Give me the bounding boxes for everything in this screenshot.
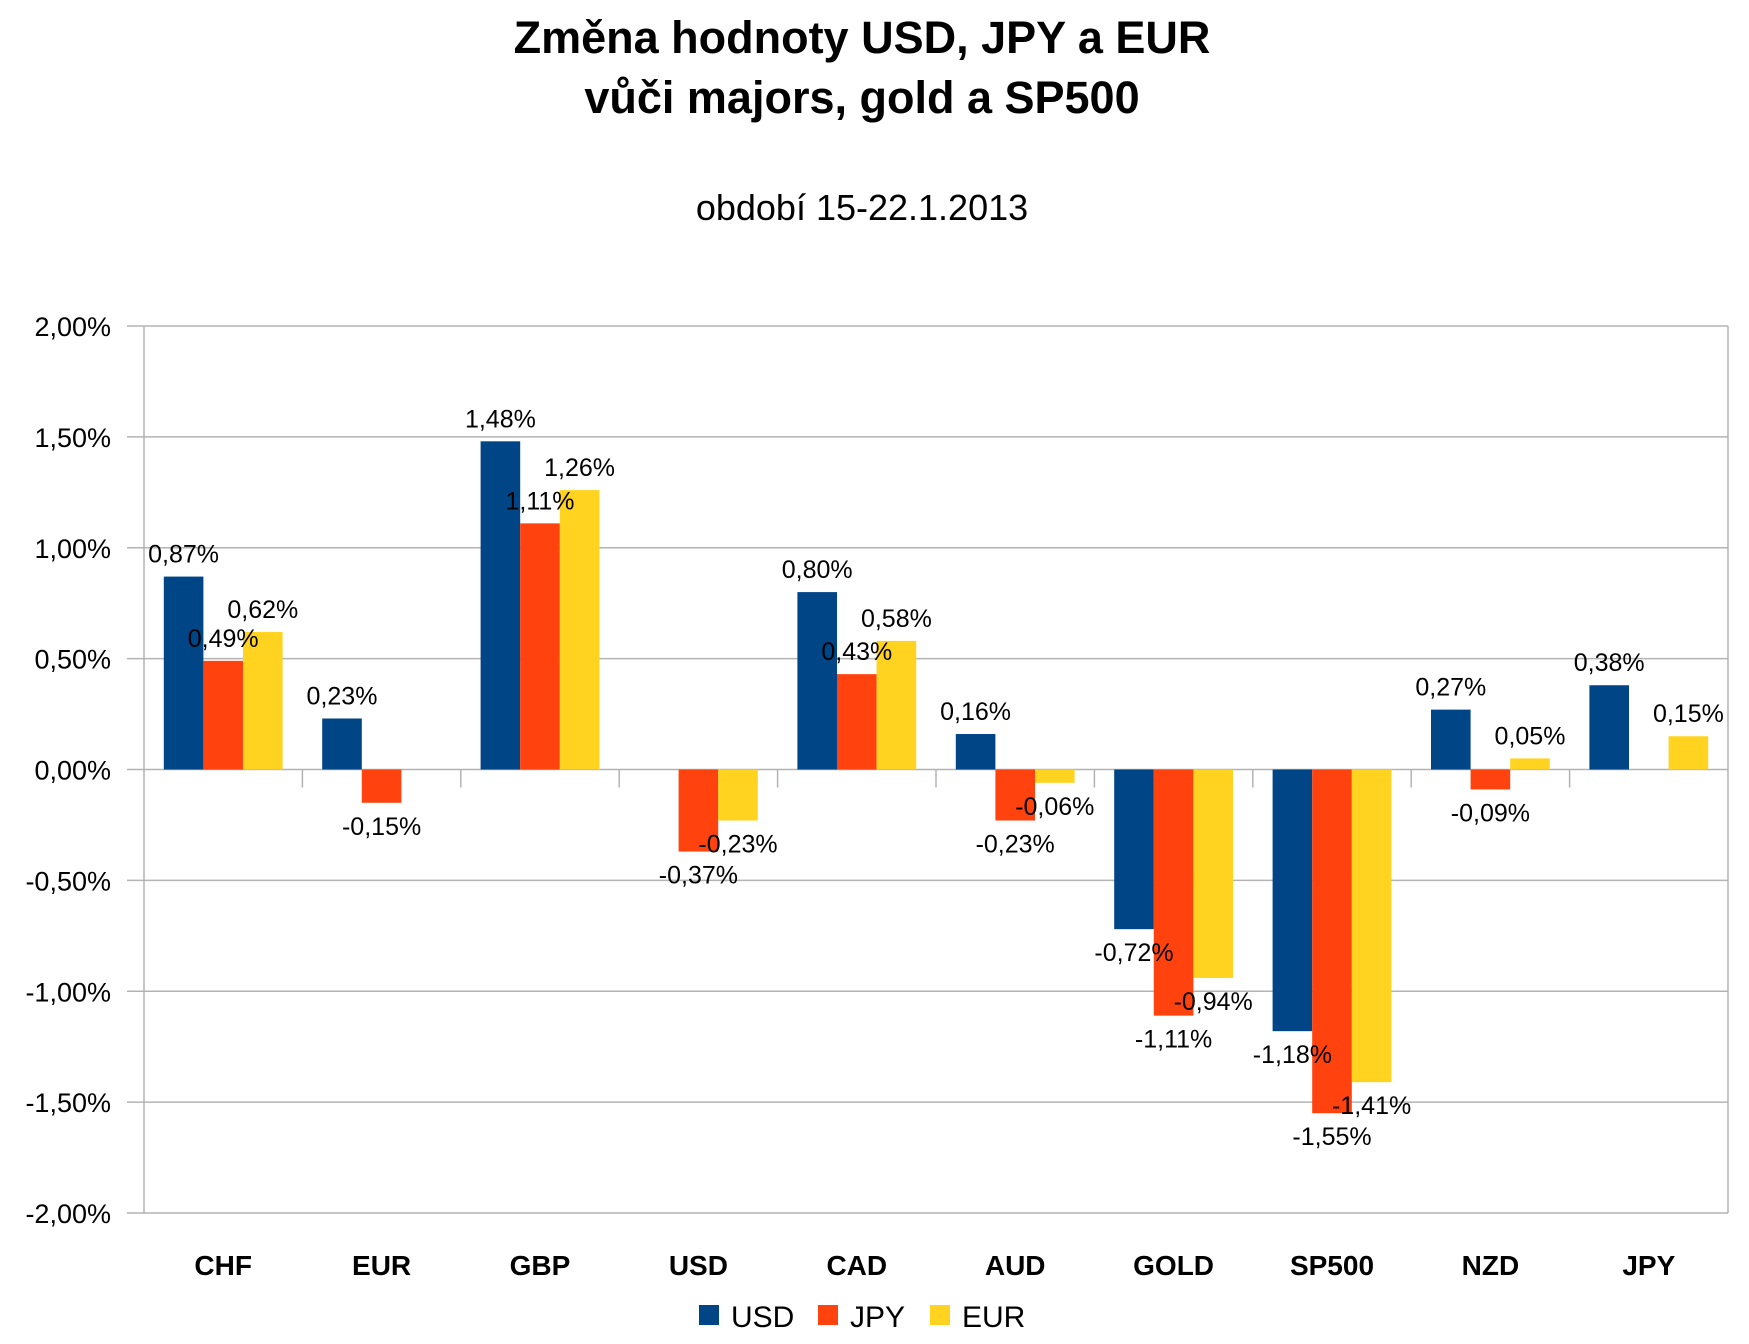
bar-jpy-chf bbox=[203, 660, 243, 770]
chart-subtitle: období 15-22.1.2013 bbox=[696, 187, 1028, 228]
x-tick-label: GOLD bbox=[1133, 1250, 1214, 1281]
bar-usd-eur bbox=[322, 718, 362, 770]
bar-usd-cad bbox=[797, 592, 837, 770]
data-label: 0,49% bbox=[188, 625, 259, 653]
data-label: 0,43% bbox=[821, 638, 892, 666]
x-axis: CHF EUR GBP USD CAD AUD GOLD SP500 NZD JPY bbox=[194, 769, 1676, 1281]
bars bbox=[163, 441, 1709, 1114]
bar-eur-gold bbox=[1193, 769, 1233, 978]
data-label: 0,62% bbox=[227, 596, 298, 624]
x-tick-label: JPY bbox=[1622, 1250, 1675, 1281]
chart-title-line-2: vůči majors, gold a SP500 bbox=[584, 72, 1139, 123]
x-tick-label: USD bbox=[669, 1250, 728, 1281]
x-tick-label: AUD bbox=[985, 1250, 1046, 1281]
bar-jpy-cad bbox=[837, 674, 877, 770]
y-axis: 2,00% 1,50% 1,00% 0,50% 0,00% -0,50% -1,00% -1,… bbox=[25, 312, 111, 1229]
data-labels: 0,87% 0,23% 1,48% 0,80% 0,16% -0,72% -1,18% 0,2… bbox=[148, 405, 1724, 1151]
bar-usd-aud bbox=[955, 734, 996, 770]
data-label: -1,41% bbox=[1332, 1092, 1411, 1120]
y-tick-label: 0,50% bbox=[34, 645, 111, 675]
chart-title-line-1: Změna hodnoty USD, JPY a EUR bbox=[514, 12, 1211, 63]
bar-usd-gbp bbox=[480, 441, 521, 770]
legend-label-eur: EUR bbox=[962, 1301, 1025, 1334]
bar-eur-chf bbox=[243, 632, 283, 770]
bar-usd-jpy bbox=[1589, 685, 1629, 770]
y-tick-label: -1,00% bbox=[25, 977, 111, 1007]
x-tick-label: GBP bbox=[510, 1250, 571, 1281]
y-tick-label: 1,50% bbox=[34, 423, 111, 453]
x-tick-label: CHF bbox=[194, 1250, 252, 1281]
bar-jpy-sp500 bbox=[1312, 769, 1352, 1114]
data-label: 1,11% bbox=[505, 487, 574, 515]
bar-jpy-nzd bbox=[1470, 769, 1511, 790]
data-label: 0,87% bbox=[148, 541, 219, 569]
data-label: 0,58% bbox=[861, 605, 932, 633]
data-label: 1,26% bbox=[544, 454, 615, 482]
bar-usd-nzd bbox=[1431, 709, 1471, 770]
data-label: -0,37% bbox=[659, 862, 738, 890]
data-label: 0,38% bbox=[1574, 649, 1645, 677]
x-tick-label: NZD bbox=[1462, 1250, 1520, 1281]
bar-jpy-gold bbox=[1153, 769, 1194, 1016]
data-label: 0,16% bbox=[940, 698, 1011, 726]
data-label: -0,23% bbox=[698, 831, 777, 859]
bar-jpy-aud bbox=[995, 769, 1035, 821]
bar-jpy-usd bbox=[678, 769, 719, 852]
legend-label-jpy: JPY bbox=[850, 1301, 905, 1334]
bar-eur-cad bbox=[876, 640, 917, 770]
legend-swatch-jpy bbox=[818, 1305, 838, 1325]
y-tick-label: 1,00% bbox=[34, 534, 111, 564]
data-label: -0,15% bbox=[342, 813, 421, 841]
bar-eur-nzd bbox=[1510, 758, 1550, 770]
bar-eur-usd bbox=[718, 769, 758, 821]
data-label: -1,55% bbox=[1292, 1123, 1371, 1151]
y-tick-label: -0,50% bbox=[25, 866, 111, 896]
y-tick-label: 2,00% bbox=[34, 312, 111, 342]
x-tick-label: SP500 bbox=[1290, 1250, 1374, 1281]
data-label: -0,23% bbox=[976, 831, 1055, 859]
data-label: 0,27% bbox=[1415, 674, 1486, 702]
bar-usd-chf bbox=[163, 576, 204, 770]
data-label: -0,06% bbox=[1015, 793, 1094, 821]
bar-jpy-gbp bbox=[520, 523, 560, 770]
y-tick-label: -1,50% bbox=[25, 1088, 111, 1118]
y-tick-label: -2,00% bbox=[25, 1199, 111, 1229]
bar-usd-sp500 bbox=[1272, 769, 1313, 1032]
legend-swatch-usd bbox=[699, 1305, 719, 1325]
bar-usd-gold bbox=[1114, 769, 1154, 930]
data-label: -0,72% bbox=[1094, 939, 1173, 967]
bar-eur-sp500 bbox=[1351, 769, 1392, 1083]
legend-label-usd: USD bbox=[731, 1301, 794, 1334]
x-tick-label: CAD bbox=[826, 1250, 887, 1281]
data-label: 0,15% bbox=[1653, 700, 1724, 728]
bar-jpy-eur bbox=[361, 769, 402, 803]
data-label: -1,11% bbox=[1135, 1026, 1212, 1054]
x-tick-label: EUR bbox=[352, 1250, 411, 1281]
bar-eur-aud bbox=[1035, 769, 1075, 783]
data-label: 0,80% bbox=[782, 556, 853, 584]
bar-eur-jpy bbox=[1668, 736, 1709, 770]
data-label: -0,09% bbox=[1451, 799, 1530, 827]
bar-eur-gbp bbox=[559, 490, 600, 770]
data-label: 1,48% bbox=[465, 405, 536, 433]
data-label: -0,94% bbox=[1174, 988, 1253, 1016]
data-label: 0,05% bbox=[1495, 722, 1566, 750]
legend: USD JPY EUR bbox=[699, 1301, 1025, 1334]
gridlines bbox=[127, 325, 1729, 1214]
legend-swatch-eur bbox=[930, 1305, 950, 1325]
y-tick-label: 0,00% bbox=[34, 756, 111, 786]
data-label: -1,18% bbox=[1253, 1041, 1332, 1069]
data-label: 0,23% bbox=[307, 682, 378, 710]
